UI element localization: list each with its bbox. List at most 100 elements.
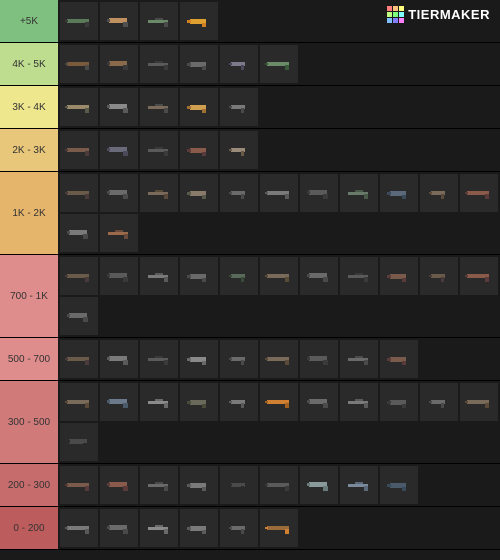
tier-item[interactable]	[340, 383, 378, 421]
weapon-icon	[264, 479, 294, 491]
tier-item[interactable]	[220, 509, 258, 547]
tier-item[interactable]	[260, 509, 298, 547]
tier-item[interactable]	[220, 88, 258, 126]
tier-item[interactable]	[180, 340, 218, 378]
tier-item[interactable]	[340, 466, 378, 504]
tier-item[interactable]	[300, 174, 338, 212]
tier-item[interactable]	[100, 2, 138, 40]
tier-item[interactable]	[60, 297, 98, 335]
tier-item[interactable]	[140, 174, 178, 212]
tier-item[interactable]	[220, 131, 258, 169]
tier-item[interactable]	[380, 383, 418, 421]
tier-item[interactable]	[60, 466, 98, 504]
tier-item[interactable]	[220, 466, 258, 504]
tier-item[interactable]	[60, 45, 98, 83]
weapon-icon	[384, 353, 414, 365]
tier-item[interactable]	[140, 131, 178, 169]
tier-item[interactable]	[60, 257, 98, 295]
weapon-icon	[424, 270, 454, 282]
tier-item[interactable]	[180, 466, 218, 504]
weapon-icon	[264, 396, 294, 408]
tier-items	[58, 381, 500, 463]
tier-item[interactable]	[180, 509, 218, 547]
tier-item[interactable]	[340, 174, 378, 212]
tier-item[interactable]	[140, 466, 178, 504]
tier-item[interactable]	[140, 88, 178, 126]
tier-item[interactable]	[180, 45, 218, 83]
tier-item[interactable]	[60, 509, 98, 547]
tier-item[interactable]	[60, 340, 98, 378]
tier-row: 700 - 1K	[0, 255, 500, 338]
tier-item[interactable]	[260, 174, 298, 212]
tier-item[interactable]	[220, 174, 258, 212]
tier-item[interactable]	[60, 214, 98, 252]
tier-item[interactable]	[100, 88, 138, 126]
tier-item[interactable]	[140, 509, 178, 547]
tier-item[interactable]	[300, 466, 338, 504]
tier-item[interactable]	[100, 509, 138, 547]
tier-item[interactable]	[60, 423, 98, 461]
tier-item[interactable]	[300, 340, 338, 378]
tier-item[interactable]	[140, 257, 178, 295]
tier-item[interactable]	[300, 383, 338, 421]
tier-item[interactable]	[100, 340, 138, 378]
tier-item[interactable]	[180, 257, 218, 295]
tier-item[interactable]	[380, 174, 418, 212]
tier-item[interactable]	[260, 340, 298, 378]
brand-name: TIERMAKER	[408, 7, 490, 22]
weapon-icon	[104, 144, 134, 156]
tier-item[interactable]	[60, 88, 98, 126]
tier-items	[58, 255, 500, 337]
tier-item[interactable]	[300, 257, 338, 295]
tier-item[interactable]	[220, 383, 258, 421]
tier-row: 3K - 4K	[0, 86, 500, 129]
tier-item[interactable]	[100, 131, 138, 169]
tier-item[interactable]	[340, 340, 378, 378]
tier-item[interactable]	[260, 257, 298, 295]
tier-item[interactable]	[100, 383, 138, 421]
tier-item[interactable]	[180, 383, 218, 421]
tier-item[interactable]	[220, 340, 258, 378]
tier-item[interactable]	[460, 383, 498, 421]
tier-item[interactable]	[60, 174, 98, 212]
tier-item[interactable]	[460, 174, 498, 212]
tier-item[interactable]	[420, 383, 458, 421]
weapon-icon	[304, 479, 334, 491]
tier-item[interactable]	[260, 45, 298, 83]
weapon-icon	[104, 58, 134, 70]
tier-item[interactable]	[140, 45, 178, 83]
tier-item[interactable]	[60, 131, 98, 169]
tier-row: 1K - 2K	[0, 172, 500, 255]
weapon-icon	[224, 101, 254, 113]
weapon-icon	[224, 479, 254, 491]
tier-item[interactable]	[220, 257, 258, 295]
tier-item[interactable]	[100, 214, 138, 252]
tier-item[interactable]	[100, 466, 138, 504]
tier-label: 1K - 2K	[0, 172, 58, 254]
tier-item[interactable]	[460, 257, 498, 295]
tier-item[interactable]	[180, 174, 218, 212]
tier-item[interactable]	[340, 257, 378, 295]
tier-item[interactable]	[420, 257, 458, 295]
tier-item[interactable]	[100, 174, 138, 212]
tier-item[interactable]	[380, 340, 418, 378]
tier-item[interactable]	[420, 174, 458, 212]
tier-item[interactable]	[140, 340, 178, 378]
tier-item[interactable]	[380, 466, 418, 504]
tier-item[interactable]	[380, 257, 418, 295]
tier-item[interactable]	[140, 2, 178, 40]
tier-item[interactable]	[60, 2, 98, 40]
tier-item[interactable]	[180, 88, 218, 126]
weapon-icon	[424, 187, 454, 199]
tier-item[interactable]	[180, 2, 218, 40]
tier-item[interactable]	[220, 45, 258, 83]
tier-item[interactable]	[60, 383, 98, 421]
weapon-icon	[384, 396, 414, 408]
tier-item[interactable]	[100, 45, 138, 83]
tier-item[interactable]	[260, 383, 298, 421]
tier-item[interactable]	[180, 131, 218, 169]
tier-item[interactable]	[140, 383, 178, 421]
tier-item[interactable]	[260, 466, 298, 504]
brand-logo: TIERMAKER	[387, 6, 490, 23]
tier-item[interactable]	[100, 257, 138, 295]
